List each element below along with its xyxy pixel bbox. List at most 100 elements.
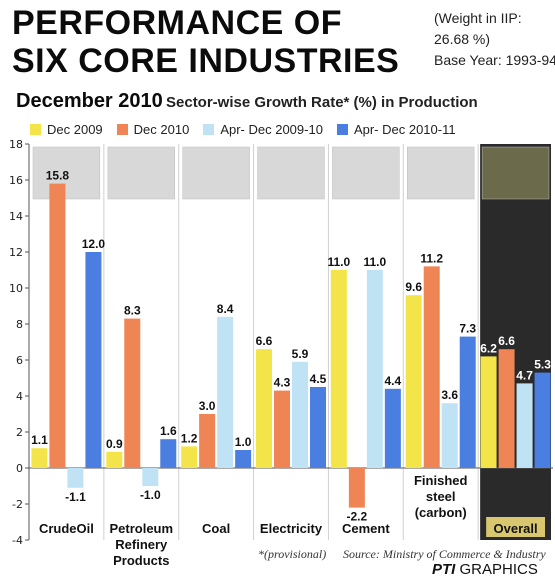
category-label: Petroleum (109, 521, 173, 536)
data-label: 11.0 (328, 255, 351, 269)
base-year: Base Year: 1993-94 (434, 52, 555, 68)
weight-line-1: (Weight in IIP: (434, 10, 522, 26)
legend-label-apr-dec-2010-11: Apr- Dec 2010-11 (353, 121, 456, 137)
data-label: 12.0 (82, 237, 106, 251)
bar (310, 387, 326, 468)
data-label: 6.6 (498, 334, 515, 348)
data-label: -1.0 (140, 488, 161, 502)
legend-swatch-dec-2009 (30, 123, 41, 135)
bar (106, 451, 123, 468)
legend: Dec 2009 Dec 2010 Apr- Dec 2009-10 Apr- … (30, 119, 470, 139)
category-photo-3 (182, 146, 250, 200)
y-tick-label: 12 (9, 246, 23, 259)
category-label: Electricity (260, 521, 323, 536)
title-line-1: PERFORMANCE OF (12, 4, 342, 42)
category-label: Refinery (115, 537, 168, 552)
bar (85, 252, 102, 468)
bar (256, 349, 272, 468)
data-label: 1.0 (235, 435, 252, 449)
bar (160, 439, 177, 468)
bar (441, 403, 458, 468)
data-label: 1.2 (181, 431, 198, 445)
data-label: 9.6 (405, 280, 422, 294)
y-tick-label: 14 (9, 210, 23, 223)
bar (274, 390, 290, 468)
y-tick-label: 16 (9, 174, 23, 187)
data-label: 7.3 (459, 322, 476, 336)
bar (480, 356, 497, 468)
category-label: Overall (494, 521, 538, 536)
category-photo-5 (332, 146, 400, 200)
credit-text: GRAPHICS (459, 561, 538, 578)
data-label: 1.1 (31, 433, 48, 447)
legend-item-apr-dec-2009-10: Apr- Dec 2009-10 (203, 122, 323, 137)
bar (384, 388, 401, 468)
data-label: 11.0 (364, 255, 387, 269)
overall-label-bg (486, 517, 545, 537)
weight-note: (Weight in IIP: 26.68 %) Base Year: 1993… (434, 8, 555, 71)
source-note: Source: Ministry of Commerce & Industry (343, 547, 546, 561)
category-label: Cement (342, 521, 390, 536)
category-label: Finished (414, 473, 468, 488)
bar (366, 270, 383, 468)
data-label: 15.8 (46, 169, 70, 183)
bar (423, 266, 440, 468)
bar (235, 450, 252, 468)
data-label: 3.0 (199, 399, 216, 413)
chart-title: PERFORMANCE OF SIX CORE INDUSTRIES (12, 4, 399, 80)
data-label: -1.1 (65, 490, 86, 504)
bar (534, 372, 551, 468)
legend-swatch-dec-2010 (116, 123, 128, 135)
bar (142, 468, 159, 486)
category-photo-4 (257, 146, 325, 200)
bar (405, 295, 422, 468)
bar (49, 183, 66, 468)
bar (199, 414, 216, 468)
bar (459, 336, 476, 468)
data-label: 11.2 (420, 251, 443, 265)
bar (516, 383, 533, 468)
category-label: (carbon) (415, 505, 467, 520)
data-label: 3.6 (441, 388, 458, 402)
category-photo-1 (32, 146, 101, 200)
data-label: 4.3 (274, 376, 291, 390)
category-label: Products (113, 553, 169, 568)
legend-label-dec-2010: Dec 2010 (133, 121, 190, 137)
legend-label-apr-dec-2009-10: Apr- Dec 2009-10 (220, 121, 323, 137)
bar (330, 270, 347, 468)
legend-item-dec-2009: Dec 2009 (30, 122, 103, 137)
data-label: 4.4 (385, 374, 402, 388)
data-label: -2.2 (347, 510, 368, 524)
y-tick-label: -4 (12, 534, 23, 547)
credit-brand: PTI (432, 561, 456, 578)
legend-item-apr-dec-2010-11: Apr- Dec 2010-11 (336, 121, 456, 137)
chart-subtitle: Sector-wise Growth Rate* (%) in Producti… (166, 94, 478, 111)
bar (124, 318, 141, 468)
category-label: steel (426, 489, 456, 504)
y-tick-label: 6 (16, 354, 23, 367)
bar (31, 448, 48, 468)
data-label: 4.7 (516, 368, 533, 382)
month-label: December 2010 (16, 90, 163, 112)
bar (67, 468, 84, 488)
data-label: 6.6 (256, 334, 273, 348)
legend-label-dec-2009: Dec 2009 (47, 121, 103, 137)
data-label: 8.3 (124, 304, 141, 318)
overall-panel (480, 144, 551, 540)
data-label: 6.2 (480, 341, 497, 355)
y-tick-label: 10 (9, 282, 23, 295)
data-label: 5.3 (534, 358, 551, 372)
pti-graphics-credit: PTI GRAPHICS (432, 561, 538, 578)
y-tick-label: -2 (12, 498, 23, 511)
category-photo-7 (481, 146, 550, 200)
bar (498, 349, 515, 468)
y-tick-label: 8 (16, 318, 23, 331)
y-tick-label: 2 (16, 426, 23, 439)
bar (292, 361, 308, 468)
category-label: CrudeOil (39, 521, 94, 536)
y-tick-label: 4 (16, 390, 23, 403)
category-photo-2 (107, 146, 175, 200)
provisional-note: *(provisional) (258, 547, 327, 561)
data-label: 5.9 (292, 347, 309, 361)
